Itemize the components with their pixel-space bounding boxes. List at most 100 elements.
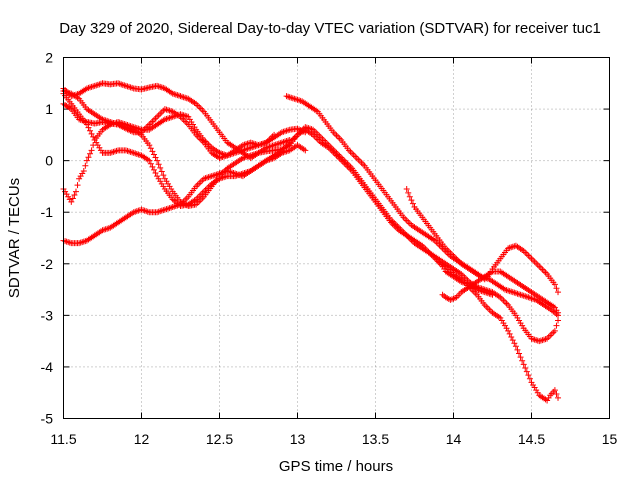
data-point bbox=[294, 96, 301, 103]
data-point bbox=[150, 151, 157, 158]
data-point bbox=[434, 240, 441, 247]
data-point bbox=[286, 94, 293, 101]
data-point bbox=[165, 107, 172, 114]
data-point bbox=[288, 94, 295, 101]
data-point bbox=[553, 322, 560, 329]
data-point bbox=[486, 306, 493, 313]
data-point bbox=[508, 244, 515, 251]
x-axis-label: GPS time / hours bbox=[279, 458, 393, 475]
data-point bbox=[199, 190, 206, 197]
data-point bbox=[402, 215, 409, 222]
data-point bbox=[154, 82, 161, 89]
data-point bbox=[333, 132, 340, 139]
data-point bbox=[90, 133, 97, 140]
data-point bbox=[509, 337, 516, 344]
data-point bbox=[505, 327, 512, 334]
data-point bbox=[174, 92, 181, 99]
data-point bbox=[179, 93, 186, 100]
data-point bbox=[271, 142, 278, 149]
x-tick-label: 14.5 bbox=[518, 431, 545, 447]
data-point bbox=[122, 147, 129, 154]
data-point bbox=[516, 291, 523, 298]
data-point bbox=[124, 83, 131, 90]
data-point bbox=[517, 291, 524, 298]
y-tick-label: -5 bbox=[41, 411, 54, 427]
data-point bbox=[540, 268, 547, 275]
x-tick-label: 13.5 bbox=[362, 431, 389, 447]
data-point bbox=[62, 238, 69, 245]
data-point bbox=[555, 289, 562, 296]
data-point bbox=[247, 144, 254, 151]
data-point bbox=[503, 300, 510, 307]
data-point bbox=[208, 173, 215, 180]
data-point bbox=[200, 188, 207, 195]
data-point bbox=[302, 147, 309, 154]
data-point bbox=[155, 161, 162, 168]
data-point bbox=[528, 255, 535, 262]
data-point bbox=[531, 336, 538, 343]
data-point bbox=[80, 167, 87, 174]
data-point bbox=[548, 330, 555, 337]
data-point bbox=[405, 219, 412, 226]
data-point bbox=[161, 206, 168, 213]
data-point bbox=[166, 205, 173, 212]
data-point bbox=[550, 329, 557, 336]
series-trace-8 bbox=[403, 186, 562, 296]
data-point bbox=[403, 186, 410, 193]
data-point bbox=[154, 157, 161, 164]
data-point bbox=[157, 83, 164, 90]
data-point bbox=[555, 309, 562, 316]
data-point bbox=[551, 387, 558, 394]
data-point bbox=[526, 294, 533, 301]
data-point bbox=[94, 81, 101, 88]
data-point bbox=[511, 243, 518, 250]
data-point bbox=[183, 195, 190, 202]
data-point bbox=[90, 142, 97, 149]
data-point bbox=[483, 303, 490, 310]
data-point bbox=[553, 391, 560, 398]
data-point bbox=[285, 93, 292, 100]
data-point bbox=[405, 189, 412, 196]
data-point bbox=[289, 95, 296, 102]
data-point bbox=[118, 81, 125, 88]
data-point bbox=[180, 116, 187, 123]
tick-layer bbox=[63, 57, 610, 419]
data-point bbox=[146, 142, 153, 149]
data-point bbox=[149, 118, 156, 125]
marker-layer bbox=[60, 80, 562, 404]
data-point bbox=[154, 113, 161, 120]
data-point bbox=[525, 294, 532, 301]
data-point bbox=[553, 285, 560, 292]
data-point bbox=[536, 263, 543, 270]
data-point bbox=[205, 174, 212, 181]
data-point bbox=[258, 141, 265, 148]
data-point bbox=[246, 145, 253, 152]
data-point bbox=[144, 208, 151, 215]
data-point bbox=[66, 239, 73, 246]
data-point bbox=[108, 149, 115, 156]
data-point bbox=[161, 106, 168, 113]
data-point bbox=[79, 239, 86, 246]
data-point bbox=[355, 156, 362, 163]
data-point bbox=[72, 188, 79, 195]
data-point bbox=[501, 298, 508, 305]
data-point bbox=[76, 240, 83, 247]
data-point bbox=[127, 84, 134, 91]
data-point bbox=[450, 295, 457, 302]
plot-frame bbox=[63, 57, 610, 419]
data-point bbox=[74, 182, 81, 189]
data-point bbox=[409, 200, 416, 207]
data-point bbox=[539, 266, 546, 273]
data-point bbox=[508, 288, 515, 295]
data-point bbox=[533, 260, 540, 267]
x-tick-label: 14 bbox=[446, 431, 462, 447]
data-point bbox=[149, 163, 156, 170]
data-point bbox=[172, 203, 179, 210]
data-point bbox=[534, 261, 541, 268]
data-point bbox=[141, 126, 148, 133]
data-point bbox=[85, 124, 92, 131]
data-point bbox=[350, 151, 357, 158]
data-point bbox=[82, 162, 89, 169]
data-point bbox=[85, 154, 92, 161]
